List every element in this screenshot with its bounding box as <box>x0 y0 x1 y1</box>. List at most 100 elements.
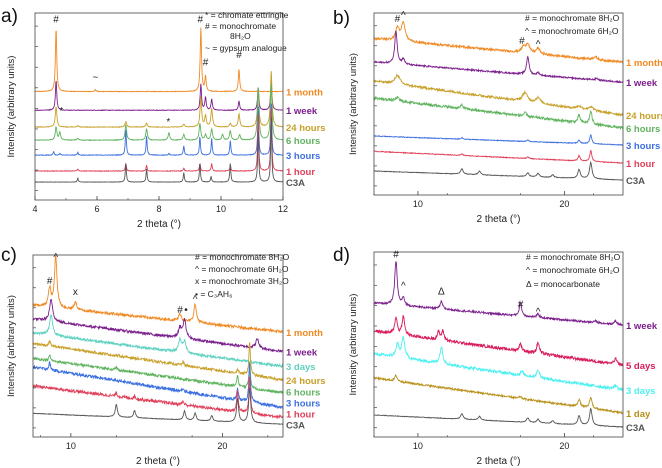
x-tick-label: 4 <box>32 204 37 214</box>
series-label: 1 week <box>626 321 658 332</box>
series-line-1-month <box>373 20 624 64</box>
series-line-1-week <box>32 299 284 354</box>
x-tick-label: 10 <box>413 441 423 451</box>
legend-entry: ^ = monochromate 6H₂O <box>195 264 289 274</box>
panel-d: d) C3A 1 day 3 days 5 days 1 week 10 20 2 theta … <box>333 245 658 467</box>
series-label: C3A <box>626 423 645 434</box>
series-label: 1 week <box>286 348 318 359</box>
series-line-1-week <box>373 30 624 84</box>
series-label: 3 days <box>626 386 656 397</box>
series-line-1-hour <box>373 149 623 164</box>
series-label: 1 hour <box>286 409 315 420</box>
peak-annotation: # <box>47 276 53 287</box>
x-tick-label: 10 <box>216 204 226 214</box>
series-label: 1 month <box>626 58 662 69</box>
series-label: 3 hours <box>626 141 660 152</box>
plot-frame <box>373 251 624 438</box>
legend-entry: # = monochromate 8H₂O <box>526 252 621 262</box>
series-line-3-days <box>32 313 284 369</box>
peak-annotation: # <box>177 305 183 316</box>
series-line-3-hours <box>32 360 284 410</box>
series-line-1-month <box>32 254 284 334</box>
series-line-1-week <box>35 80 284 112</box>
series-label: 3 days <box>286 362 316 373</box>
series-line-24-hours <box>373 73 624 117</box>
series-line-1-hour <box>32 376 284 420</box>
panel-letter: a) <box>1 6 18 27</box>
legend-entry: * = chromate ettringite <box>205 10 289 20</box>
series-label: C3A <box>286 420 305 431</box>
plot-frame <box>373 12 624 196</box>
series-line-6-hours <box>32 354 284 395</box>
x-axis-label: 2 theta (°) <box>476 214 520 225</box>
x-axis-label: 2 theta (°) <box>136 456 180 467</box>
series-label: 3 hours <box>286 151 320 162</box>
series-label: 1 week <box>286 106 318 117</box>
series-line-1-month <box>34 27 283 93</box>
x-tick-label: 20 <box>559 441 569 451</box>
peak-annotation: ~ <box>93 72 99 83</box>
series-line-24-hours <box>35 71 284 129</box>
series-label: 1 day <box>626 409 651 420</box>
x-tick-label: 12 <box>278 204 288 214</box>
series-label: 3 hours <box>286 398 320 409</box>
legend-entry: # = monochromate 8H₂O <box>195 252 290 262</box>
legend-entry: # = monochromate 8H₂O <box>525 13 620 23</box>
peak-annotation: ^ <box>193 294 198 305</box>
peak-annotation: # <box>395 14 401 25</box>
legend-entry: ^ = monochromate 6H₂O <box>526 265 620 275</box>
series-line-c3a <box>35 117 284 183</box>
peak-annotation: # <box>519 36 525 47</box>
series-line-1-hour <box>34 108 284 173</box>
peak-annotation: * <box>59 106 63 117</box>
legend-entry: x = monochromate 3H₂O <box>195 276 289 286</box>
series-line-3-days <box>373 335 624 392</box>
peak-annotation: # <box>53 14 59 25</box>
x-tick-label: 10 <box>413 199 423 209</box>
series-label: 6 hours <box>626 124 660 135</box>
peak-annotation: Δ <box>438 287 445 298</box>
series-label: 5 days <box>626 361 656 372</box>
series-line-3-hours <box>34 103 284 157</box>
peak-annotation: # <box>197 14 203 25</box>
peak-annotation: # <box>393 250 399 261</box>
peak-annotation: • <box>184 305 188 316</box>
peak-annotation: x <box>73 287 78 298</box>
series-label: 24 hours <box>626 111 662 122</box>
series-label: 24 hours <box>286 376 326 387</box>
series-label: C3A <box>286 178 305 189</box>
series-label: 1 month <box>286 328 323 339</box>
legend-entry: • = C₃AH₆ <box>195 289 233 299</box>
series-line-c3a <box>33 387 284 426</box>
plot-frame <box>32 254 284 438</box>
series-line-c3a <box>374 160 624 181</box>
legend-entry: # = monochromate <box>205 21 276 31</box>
series-line-5-days <box>373 315 624 367</box>
series-label: 1 hour <box>286 167 315 178</box>
series-label: 1 month <box>286 88 323 99</box>
legend-entry: Δ = monocarbonate <box>526 279 600 289</box>
x-tick-label: 6 <box>94 204 99 214</box>
series-line-24-hours <box>32 340 284 382</box>
y-axis-label: Intensity (arbitrary units) <box>6 295 17 397</box>
peak-annotation: ^ <box>401 281 406 292</box>
series-label: 6 hours <box>286 387 320 398</box>
panel-b: b) C3A 1 hour 3 hours 6 hours 24 hours 1 week 1… <box>333 8 662 225</box>
plot-frame <box>34 12 284 201</box>
peak-annotation: # <box>236 50 242 61</box>
y-axis-label: Intensity (arbitrary units) <box>6 56 17 158</box>
series-line-3-hours <box>373 134 624 147</box>
y-axis-label: Intensity (arbitrary units) <box>348 294 359 396</box>
x-tick-label: 20 <box>559 199 569 209</box>
series-line-1-day <box>373 374 624 415</box>
x-tick-label: 10 <box>66 441 76 451</box>
series-line-1-week <box>373 261 624 327</box>
series-line-6-hours <box>373 95 624 131</box>
peak-annotation: ^ <box>536 307 541 318</box>
peak-annotation: # <box>518 300 524 311</box>
peak-annotation: ^ <box>401 10 406 21</box>
panel-letter: b) <box>333 8 350 29</box>
x-axis-label: 2 theta (°) <box>476 456 520 467</box>
